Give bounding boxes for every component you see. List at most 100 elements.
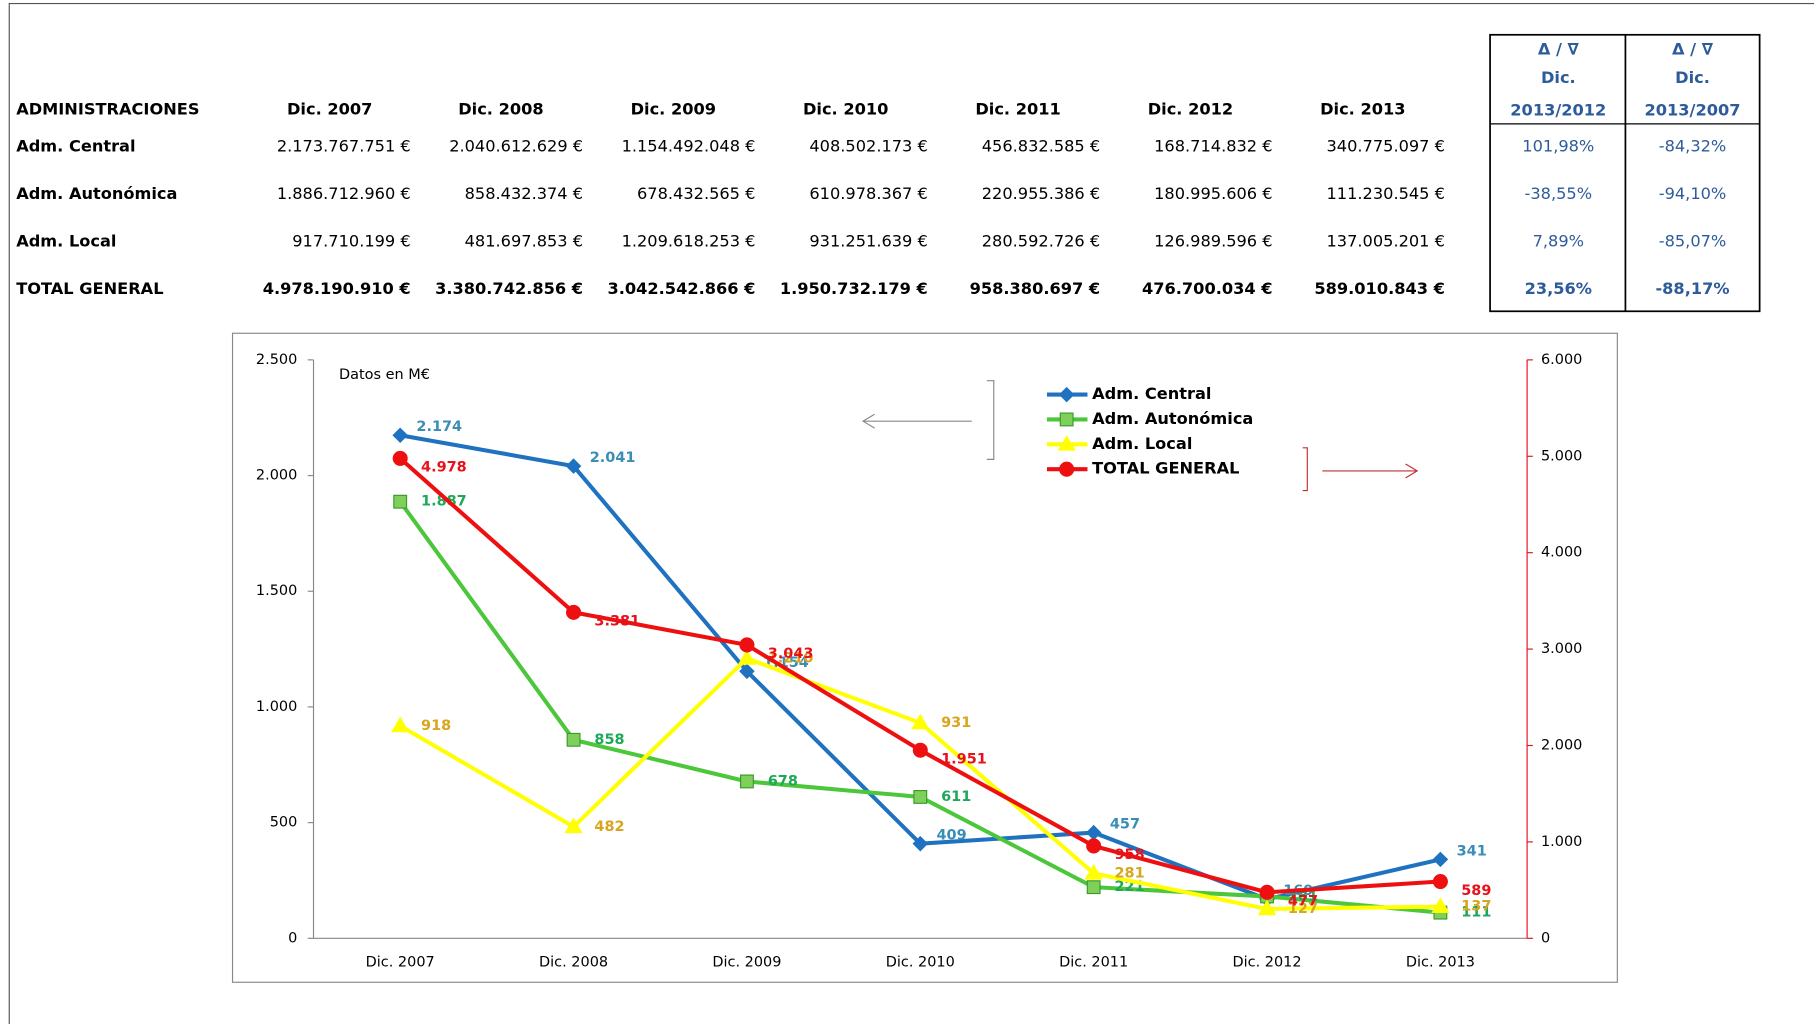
data-label: 2.041 bbox=[590, 450, 636, 466]
cell: 476.700.034 € bbox=[1142, 279, 1273, 298]
row-name: Adm. Autonómica bbox=[16, 184, 177, 203]
cell: 2.173.767.751 € bbox=[277, 137, 411, 156]
cell: 1.154.492.048 € bbox=[622, 137, 756, 156]
change-header: Dic. bbox=[1675, 68, 1710, 87]
cell: 456.832.585 € bbox=[982, 137, 1100, 156]
x-tick-label: Dic. 2011 bbox=[1059, 955, 1128, 971]
data-label: 409 bbox=[937, 828, 967, 844]
column-header: Dic. 2007 bbox=[287, 99, 372, 118]
cell: 180.995.606 € bbox=[1154, 184, 1272, 203]
data-label: 858 bbox=[594, 732, 624, 748]
data-label: 127 bbox=[1288, 901, 1318, 917]
change-header: Δ / ∇ bbox=[1538, 39, 1580, 58]
y-tick-label: 0 bbox=[288, 930, 297, 946]
cell: 858.432.374 € bbox=[465, 184, 583, 203]
x-tick-label: Dic. 2012 bbox=[1233, 955, 1302, 971]
y2-tick-label: 2.000 bbox=[1541, 737, 1582, 753]
column-header: Dic. 2012 bbox=[1148, 99, 1233, 118]
change-cell: -94,10% bbox=[1659, 184, 1727, 203]
data-label: 958 bbox=[1114, 847, 1144, 863]
marker bbox=[1259, 884, 1275, 900]
x-tick-label: Dic. 2009 bbox=[712, 955, 781, 971]
cell: 3.042.542.866 € bbox=[607, 279, 755, 298]
arrow-head bbox=[861, 413, 875, 429]
cell: 917.710.199 € bbox=[292, 231, 410, 250]
y-tick-label: 2.500 bbox=[256, 352, 297, 368]
change-header: Δ / ∇ bbox=[1672, 39, 1714, 58]
cell: 3.380.742.856 € bbox=[435, 279, 583, 298]
marker bbox=[393, 494, 408, 509]
change-header: 2013/2012 bbox=[1510, 101, 1606, 120]
cell: 126.989.596 € bbox=[1154, 231, 1272, 250]
marker bbox=[913, 790, 928, 804]
y2-tick-label: 0 bbox=[1541, 930, 1550, 946]
marker bbox=[1431, 897, 1450, 913]
cell: 4.978.190.910 € bbox=[263, 279, 411, 298]
arrow-head bbox=[1405, 463, 1419, 479]
change-cell: 7,89% bbox=[1533, 231, 1584, 250]
data-label: 918 bbox=[421, 718, 451, 734]
data-label: 4.978 bbox=[421, 460, 467, 476]
legend-bracket bbox=[986, 380, 995, 460]
chart: Datos en M€ 0 500 1.000 1.500 2.000 2.500 0 1.0… bbox=[256, 352, 1582, 971]
data-label: 2.174 bbox=[416, 419, 462, 435]
y-tick-label: 1.500 bbox=[256, 583, 297, 599]
marker bbox=[912, 835, 929, 852]
marker bbox=[1086, 880, 1101, 895]
marker bbox=[564, 817, 583, 834]
data-label: 477 bbox=[1288, 894, 1318, 910]
row-name: Adm. Local bbox=[16, 231, 116, 250]
cell: 280.592.726 € bbox=[982, 231, 1100, 250]
data-label: 1.951 bbox=[941, 751, 987, 767]
row-name: TOTAL GENERAL bbox=[16, 279, 163, 298]
chart-frame bbox=[231, 332, 1618, 983]
marker bbox=[737, 649, 757, 665]
cell: 958.380.697 € bbox=[970, 279, 1101, 298]
data-label: 281 bbox=[1114, 865, 1144, 881]
x-tick-label: Dic. 2007 bbox=[366, 955, 435, 971]
marker bbox=[1059, 461, 1075, 477]
change-cell: -84,32% bbox=[1659, 137, 1727, 156]
marker bbox=[1257, 899, 1277, 916]
cell: 220.955.386 € bbox=[982, 184, 1100, 203]
column-header: Dic. 2013 bbox=[1320, 99, 1405, 118]
cell: 168.714.832 € bbox=[1154, 137, 1272, 156]
data-label: 341 bbox=[1457, 843, 1487, 859]
data-label: 678 bbox=[768, 773, 798, 789]
change-cell: -38,55% bbox=[1525, 184, 1593, 203]
marker bbox=[1432, 851, 1449, 868]
change-cell: -88,17% bbox=[1655, 279, 1729, 298]
marker bbox=[1057, 435, 1076, 451]
column-header: Dic. 2011 bbox=[975, 99, 1060, 118]
legend-label: Adm. Central bbox=[1092, 384, 1211, 403]
marker bbox=[566, 732, 581, 747]
marker bbox=[1058, 386, 1075, 403]
data-label: 111 bbox=[1461, 905, 1491, 921]
marker bbox=[1432, 874, 1448, 890]
cell: 1.886.712.960 € bbox=[277, 184, 411, 203]
change-cell: 23,56% bbox=[1525, 279, 1592, 298]
column-header: Dic. 2010 bbox=[803, 99, 888, 118]
cell: 340.775.097 € bbox=[1327, 137, 1445, 156]
data-label: 3.381 bbox=[594, 614, 640, 630]
y-tick-label: 1.000 bbox=[256, 699, 297, 715]
column-header: Dic. 2009 bbox=[631, 99, 716, 118]
legend-label: Adm. Autonómica bbox=[1092, 409, 1253, 428]
marker bbox=[739, 774, 754, 789]
marker bbox=[392, 450, 408, 466]
y2-tick-label: 4.000 bbox=[1541, 545, 1582, 561]
row-name: Adm. Central bbox=[16, 137, 135, 156]
cell: 2.040.612.629 € bbox=[449, 137, 583, 156]
data-label: 931 bbox=[941, 715, 971, 731]
marker bbox=[911, 713, 930, 730]
y2-tick-label: 3.000 bbox=[1541, 641, 1582, 657]
marker bbox=[1059, 412, 1074, 427]
column-header: ADMINISTRACIONES bbox=[16, 99, 199, 118]
y-tick-label: 500 bbox=[270, 815, 298, 831]
x-tick-label: Dic. 2008 bbox=[539, 955, 608, 971]
cell: 931.251.639 € bbox=[809, 231, 927, 250]
x-tick-label: Dic. 2010 bbox=[886, 955, 955, 971]
cell: 137.005.201 € bbox=[1327, 231, 1445, 250]
y2-tick-label: 6.000 bbox=[1541, 352, 1582, 368]
